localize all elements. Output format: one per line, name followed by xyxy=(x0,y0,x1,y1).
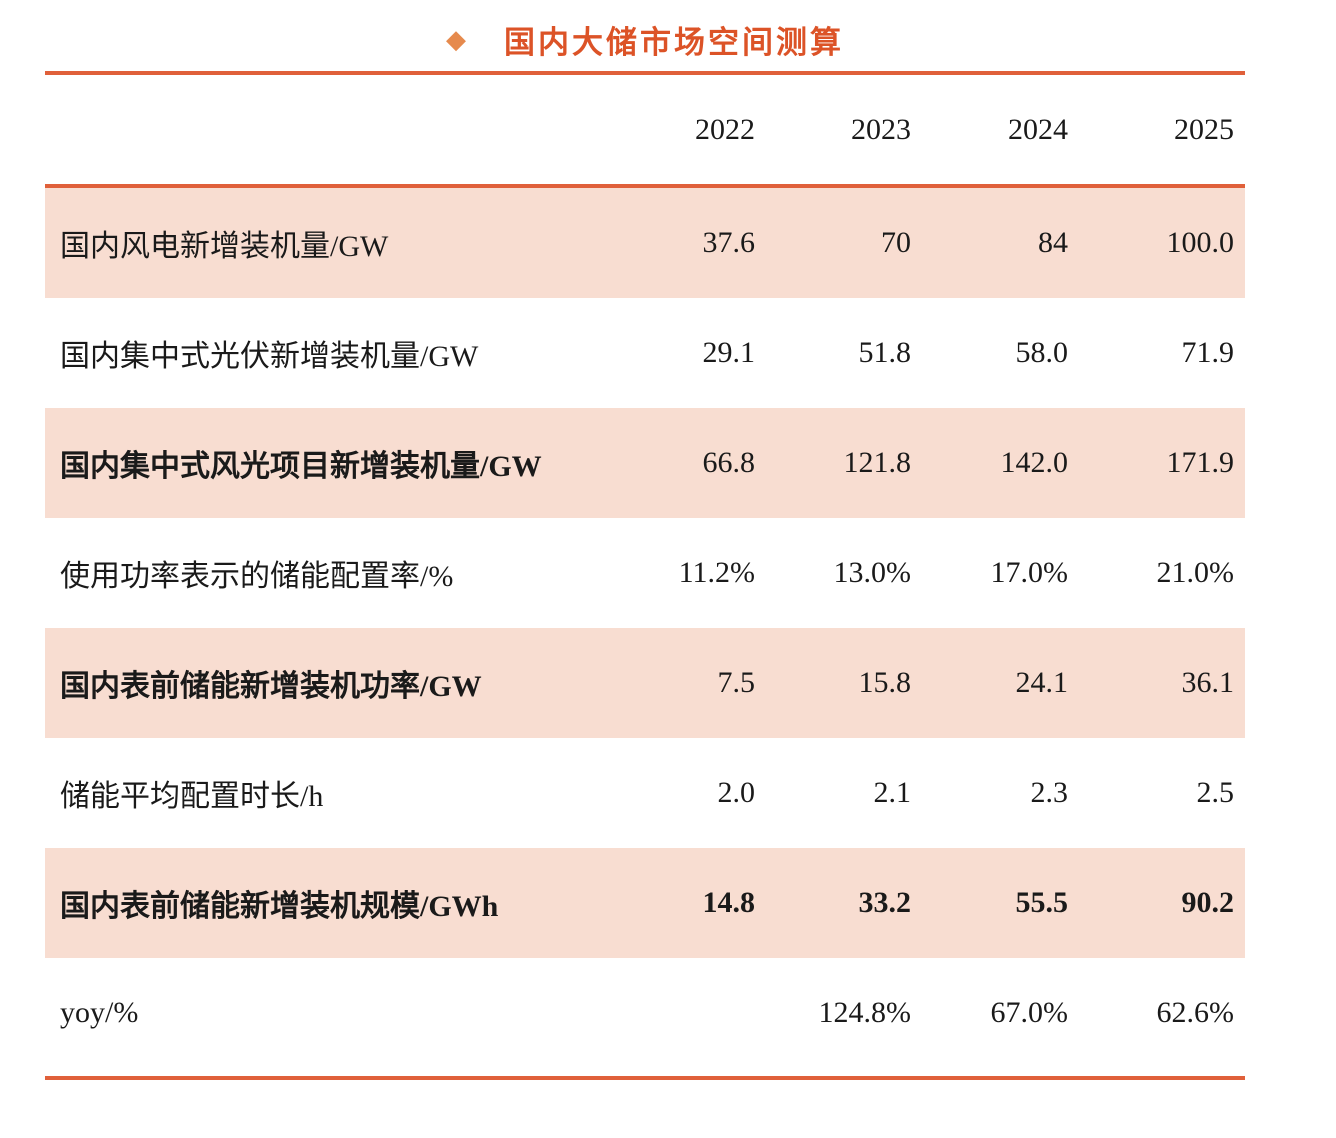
cell-2025: 100.0 xyxy=(1166,226,1235,259)
table-row: 国内集中式风光项目新增装机量/GW 66.8 121.8 142.0 171.9 xyxy=(45,408,1245,518)
cell-2025: 62.6% xyxy=(1156,996,1235,1029)
table-row: 国内表前储能新增装机功率/GW 7.5 15.8 24.1 36.1 xyxy=(45,628,1245,738)
cell-2022: 7.5 xyxy=(717,666,756,699)
cell-2025: 36.1 xyxy=(1181,666,1235,699)
cell-2023: 13.0% xyxy=(833,556,912,589)
market-estimation-figure: ◆ 国内大储市场空间测算 2022 2023 2024 2025 国内风电新增装… xyxy=(45,0,1245,1080)
row-label: 国内风电新增装机量/GW xyxy=(60,230,389,263)
cell-2022: 14.8 xyxy=(702,886,756,919)
figure-title-row: ◆ 国内大储市场空间测算 xyxy=(45,16,1245,62)
row-label: 国内表前储能新增装机功率/GW xyxy=(60,670,482,703)
top-divider xyxy=(45,71,1245,75)
row-label: 储能平均配置时长/h xyxy=(60,780,324,813)
table-row: 国内风电新增装机量/GW 37.6 70 84 100.0 xyxy=(45,188,1245,298)
table-row: yoy/% 124.8% 67.0% 62.6% xyxy=(45,958,1245,1068)
table-body: 国内风电新增装机量/GW 37.6 70 84 100.0 国内集中式光伏新增装… xyxy=(45,188,1245,1068)
cell-2025: 90.2 xyxy=(1181,886,1235,919)
cell-2025: 71.9 xyxy=(1181,336,1235,369)
cell-2024: 17.0% xyxy=(990,556,1069,589)
diamond-bullet-icon: ◆ xyxy=(446,25,466,54)
cell-2022: 11.2% xyxy=(678,556,755,589)
cell-2024: 24.1 xyxy=(1015,666,1069,699)
figure-title: 国内大储市场空间测算 xyxy=(504,24,844,60)
cell-2025: 21.0% xyxy=(1156,556,1235,589)
header-year-2023: 2023 xyxy=(851,112,911,146)
table-row: 使用功率表示的储能配置率/% 11.2% 13.0% 17.0% 21.0% xyxy=(45,518,1245,628)
cell-2023: 70 xyxy=(881,226,911,259)
table-row: 储能平均配置时长/h 2.0 2.1 2.3 2.5 xyxy=(45,738,1245,848)
cell-2025: 2.5 xyxy=(1196,776,1235,809)
cell-2024: 55.5 xyxy=(1015,886,1069,919)
row-label: 使用功率表示的储能配置率/% xyxy=(60,560,454,593)
bottom-divider xyxy=(45,1076,1245,1080)
cell-2024: 84 xyxy=(1038,226,1068,259)
header-year-2022: 2022 xyxy=(695,112,755,146)
row-label: 国内集中式风光项目新增装机量/GW xyxy=(60,450,542,483)
cell-2023: 2.1 xyxy=(873,776,912,809)
cell-2022: 66.8 xyxy=(702,446,756,479)
cell-2022: 29.1 xyxy=(702,336,756,369)
row-label: 国内表前储能新增装机规模/GWh xyxy=(60,890,499,923)
cell-2024: 2.3 xyxy=(1030,776,1069,809)
cell-2023: 124.8% xyxy=(818,996,912,1029)
row-label: 国内集中式光伏新增装机量/GW xyxy=(60,340,479,373)
table-row: 国内集中式光伏新增装机量/GW 29.1 51.8 58.0 71.9 xyxy=(45,298,1245,408)
header-year-2024: 2024 xyxy=(1008,112,1068,146)
header-year-2025: 2025 xyxy=(1174,112,1234,146)
cell-2024: 142.0 xyxy=(1000,446,1069,479)
cell-2023: 51.8 xyxy=(858,336,912,369)
header-divider xyxy=(45,184,1245,188)
table-header-row: 2022 2023 2024 2025 xyxy=(45,75,1245,184)
cell-2025: 171.9 xyxy=(1166,446,1235,479)
cell-2024: 67.0% xyxy=(990,996,1069,1029)
cell-2022: 2.0 xyxy=(717,776,756,809)
table-row: 国内表前储能新增装机规模/GWh 14.8 33.2 55.5 90.2 xyxy=(45,848,1245,958)
cell-2023: 33.2 xyxy=(858,886,912,919)
cell-2023: 15.8 xyxy=(858,666,912,699)
row-label: yoy/% xyxy=(60,996,139,1029)
cell-2024: 58.0 xyxy=(1015,336,1069,369)
cell-2023: 121.8 xyxy=(843,446,912,479)
cell-2022: 37.6 xyxy=(702,226,756,259)
